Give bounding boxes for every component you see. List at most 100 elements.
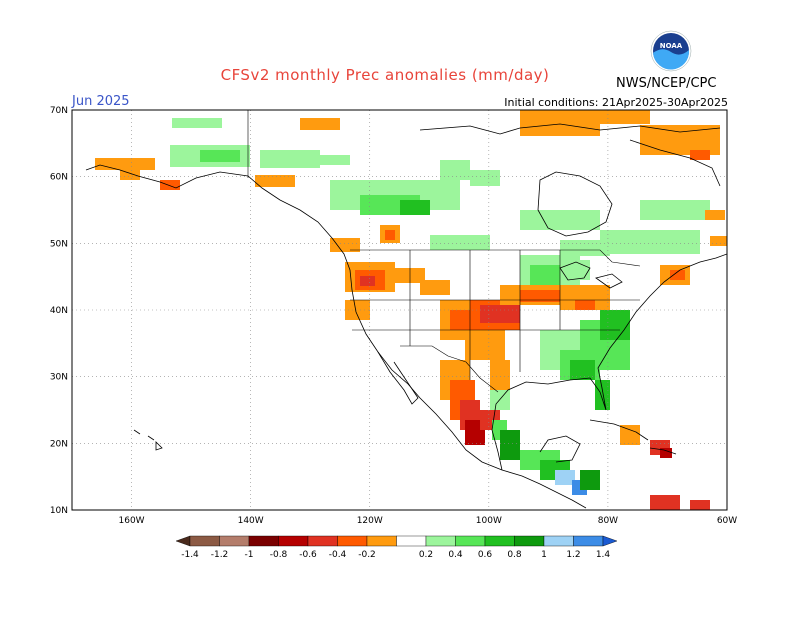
colorbar-label: -0.2 [358,550,376,560]
colorbar-label: 0.8 [507,550,522,560]
anomaly-cell [300,118,340,130]
anomaly-cell [480,305,520,323]
colorbar-segment [248,535,279,547]
lat-label: 10N [50,506,68,516]
anomaly-cell [440,160,470,180]
anomaly-cell [600,310,630,340]
anomaly-cell [620,425,640,445]
colorbar-label: 0.2 [419,550,433,560]
anomaly-field [95,110,727,510]
anomaly-cell [560,260,590,280]
anomaly-cell [430,235,490,250]
anomaly-cell [160,180,180,190]
anomaly-cell [400,200,430,215]
anomaly-cell [95,158,155,170]
chart-title: CFSv2 monthly Prec anomalies (mm/day) [220,66,550,84]
anomaly-cell [260,150,320,168]
colorbar-segment [455,535,486,547]
colorbar-segment [484,535,515,547]
anomaly-cell [520,210,600,230]
colorbar-segment [602,535,618,547]
colorbar-segment [189,535,220,547]
colorbar-segment [219,535,250,547]
lon-label: 80W [598,516,618,526]
colorbar-label: 1 [541,550,547,560]
anomaly-cell [172,118,222,128]
anomaly-cell [500,430,520,460]
lat-label: 70N [50,106,68,116]
lon-label: 120W [357,516,383,526]
colorbar-label: -0.6 [299,550,317,560]
colorbar-segment [543,535,574,547]
longitude-labels: 160W 140W 120W 100W 80W 60W [119,516,738,526]
colorbar-segment [366,535,397,547]
colorbar-label: -1.2 [211,550,229,560]
colorbar-segment [396,535,427,547]
anomaly-cell [320,155,350,165]
colorbar-label: 1.4 [596,550,611,560]
anomaly-cell [575,300,595,310]
colorbar-label: -1 [245,550,254,560]
colorbar-segment [278,535,309,547]
anomaly-cell [385,230,395,240]
lon-label: 140W [238,516,264,526]
lat-label: 20N [50,439,68,449]
noaa-logo-icon: NOAA [650,30,692,72]
anomaly-cell [640,200,710,220]
colorbar-segment [573,535,604,547]
anomaly-cell [330,238,360,252]
anomaly-cell [470,170,500,186]
anomaly-cell [420,280,450,295]
lat-label: 50N [50,239,68,249]
anomaly-cell [660,448,672,458]
colorbar-label: -0.4 [329,550,347,560]
colorbar-label: -0.8 [270,550,288,560]
anomaly-cell [120,170,140,180]
anomaly-cell [560,240,610,256]
anomaly-cell [690,150,710,160]
anomaly-cell [600,110,650,124]
anomaly-cell [580,470,600,490]
agency-label: NWS/NCEP/CPC [616,76,717,91]
anomaly-cell [650,495,680,510]
anomaly-cell [710,236,727,246]
anomaly-cell [670,270,685,280]
anomaly-cell [465,330,505,360]
colorbar-segment [514,535,545,547]
lat-label: 40N [50,306,68,316]
map-border [71,109,728,511]
lon-label: 160W [119,516,145,526]
anomaly-cell [345,300,370,320]
colorbar-label: 0.4 [448,550,463,560]
colorbar: -1.4 -1.2 -1 -0.8 -0.6 -0.4 -0.2 0.2 0.4 0.6 0.8 1 1… [175,535,618,560]
anomaly-cell [200,150,240,162]
anomaly-cell [530,265,560,285]
lat-label: 30N [50,373,68,383]
colorbar-segment [425,535,456,547]
latitude-labels: 70N 60N 50N 40N 30N 20N 10N [50,106,68,516]
colorbar-label: 1.2 [566,550,580,560]
lat-label: 60N [50,173,68,183]
colorbar-segment [337,535,368,547]
anomaly-cell [255,175,295,187]
graticule [72,110,727,510]
anomaly-cell [520,290,560,302]
lon-label: 60W [717,516,737,526]
colorbar-label: -1.4 [181,550,199,560]
coastlines [85,123,727,509]
anomaly-cell [490,360,510,390]
anomaly-cell [360,276,375,286]
lon-label: 100W [476,516,502,526]
colorbar-segment [175,535,191,547]
anomaly-cell [555,470,575,485]
anomaly-cell [595,380,610,410]
borders [247,110,641,393]
forecast-month: Jun 2025 [72,94,130,109]
anomaly-cell [705,210,725,220]
anomaly-cell [520,110,600,136]
colorbar-segment [307,535,338,547]
anomaly-cell [450,310,470,330]
anomaly-cell [600,230,700,254]
initial-conditions: Initial conditions: 21Apr2025-30Apr2025 [504,96,728,109]
